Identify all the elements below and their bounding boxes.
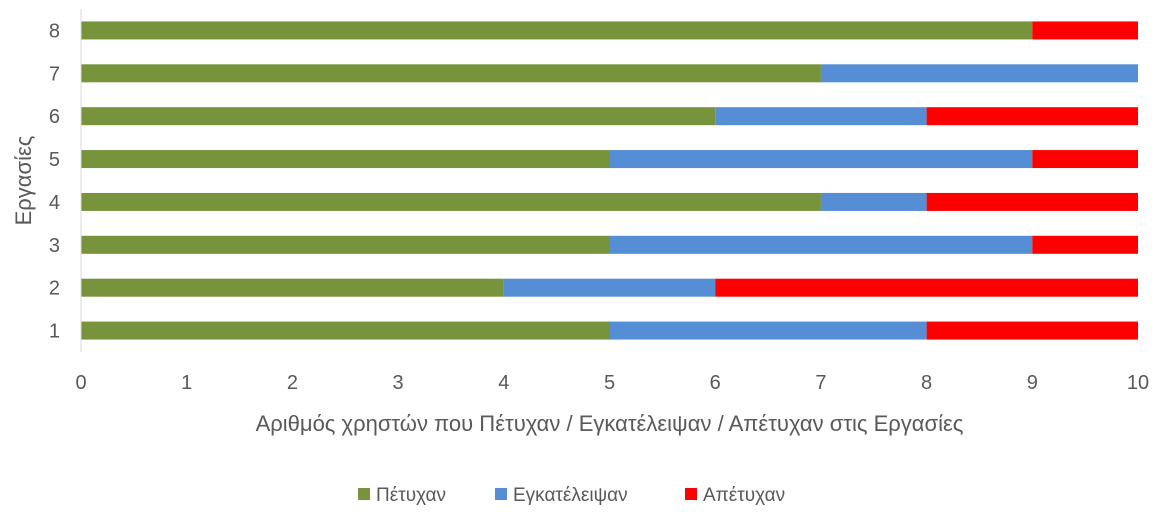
bars-layer: [81, 21, 1138, 340]
legend: Πέτυχαν Εγκατέλειψαν Απέτυχαν: [358, 485, 785, 506]
bar-segment-task-6-series-2: [715, 107, 927, 126]
y-tick-label: 6: [49, 106, 60, 128]
x-tick-label: 9: [1027, 372, 1038, 394]
legend-label: Εγκατέλειψαν: [513, 485, 628, 506]
x-tick-label: 7: [815, 372, 826, 394]
legend-swatch: [685, 488, 697, 500]
x-tick-label: 3: [393, 372, 404, 394]
y-tick-label: 3: [49, 235, 60, 257]
bar-segment-task-1-series-3: [926, 321, 1138, 340]
bar-segment-task-1-series-2: [609, 321, 927, 340]
bar-segment-task-4-series-3: [926, 192, 1138, 211]
bar-segment-task-5-series-1: [81, 150, 610, 169]
x-tick-label: 4: [498, 372, 509, 394]
bar-segment-task-5-series-3: [1032, 150, 1138, 169]
legend-label: Απέτυχαν: [703, 485, 785, 506]
bar-segment-task-3-series-1: [81, 235, 610, 254]
y-tick-label: 8: [49, 20, 60, 42]
bar-segment-task-4-series-2: [820, 192, 927, 211]
x-tick-label: 6: [710, 372, 721, 394]
bar-segment-task-8-series-1: [81, 21, 1033, 40]
bar-segment-task-2-series-3: [715, 278, 1138, 297]
x-tick-labels: 0 1 2 3 4 5 6 7 8 9 10: [75, 372, 1149, 394]
bar-segment-task-4-series-1: [81, 192, 821, 211]
bar-segment-task-3-series-3: [1032, 235, 1138, 254]
bar-segment-task-5-series-2: [609, 150, 1033, 169]
bar-segment-task-8-series-3: [1032, 21, 1138, 40]
bar-segment-task-7-series-1: [81, 64, 821, 83]
y-axis-title: Εργασίες: [11, 136, 36, 226]
y-tick-label: 1: [49, 321, 60, 343]
y-tick-label: 5: [49, 149, 60, 171]
legend-swatch: [358, 488, 370, 500]
y-tick-label: 2: [49, 278, 60, 300]
bar-segment-task-6-series-1: [81, 107, 716, 126]
x-tick-label: 1: [181, 372, 192, 394]
x-tick-label: 2: [287, 372, 298, 394]
legend-swatch: [495, 488, 507, 500]
x-axis-title: Αριθμός χρηστών που Πέτυχαν / Εγκατέλειψ…: [256, 411, 964, 436]
bar-segment-task-3-series-2: [609, 235, 1033, 254]
x-tick-label: 8: [921, 372, 932, 394]
x-tick-label: 0: [75, 372, 86, 394]
x-tick-label: 5: [604, 372, 615, 394]
y-tick-label: 7: [49, 63, 60, 85]
bar-segment-task-7-series-2: [820, 64, 1138, 83]
legend-label: Πέτυχαν: [376, 485, 446, 506]
y-tick-label: 4: [49, 192, 60, 214]
bar-segment-task-2-series-2: [503, 278, 716, 297]
bar-segment-task-2-series-1: [81, 278, 504, 297]
bar-segment-task-6-series-3: [926, 107, 1138, 126]
x-tick-label: 10: [1127, 372, 1149, 394]
bar-segment-task-1-series-1: [81, 321, 610, 340]
y-tick-labels: 1 2 3 4 5 6 7 8: [49, 20, 60, 342]
